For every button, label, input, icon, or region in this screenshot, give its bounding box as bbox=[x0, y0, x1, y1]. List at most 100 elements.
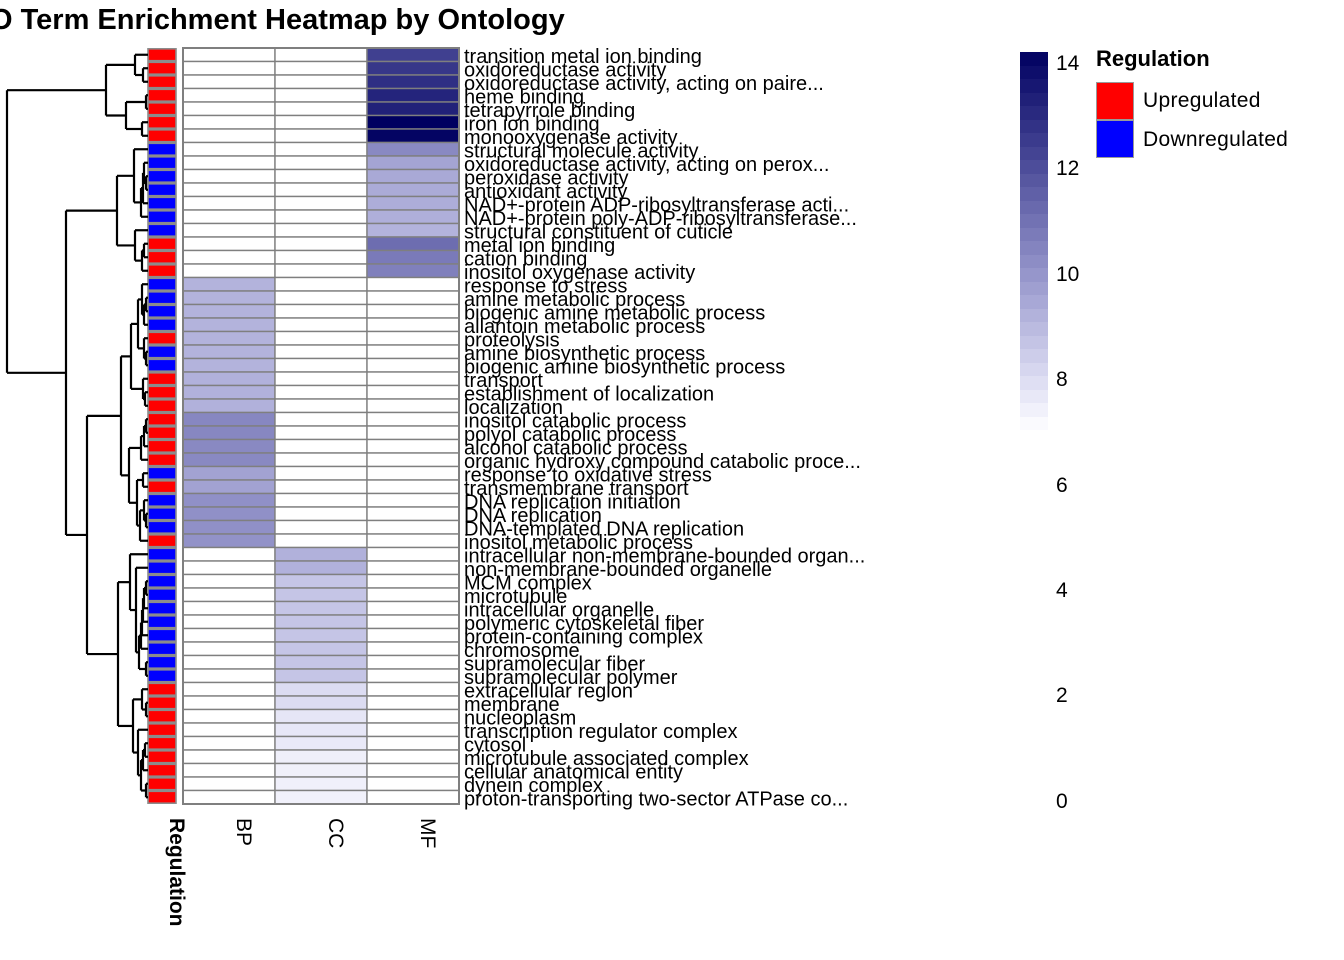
regulation-cell bbox=[147, 425, 177, 440]
regulation-cell bbox=[147, 520, 177, 534]
heatmap-cell bbox=[182, 519, 276, 535]
heatmap-cell bbox=[274, 290, 368, 306]
column-label-bp: BP bbox=[232, 818, 255, 846]
heatmap-cell bbox=[182, 87, 276, 103]
heatmap-cell bbox=[182, 47, 276, 63]
colorbar-tick: 8 bbox=[1056, 368, 1068, 392]
heatmap-cell bbox=[182, 344, 276, 360]
colorbar-step bbox=[1020, 106, 1048, 120]
heatmap-cell bbox=[274, 263, 368, 279]
heatmap-cell bbox=[366, 749, 460, 765]
regulation-cell bbox=[147, 129, 177, 143]
heatmap-frame bbox=[182, 47, 460, 805]
colorbar-step bbox=[1020, 200, 1048, 214]
heatmap-cell bbox=[366, 762, 460, 778]
heatmap-cell bbox=[366, 641, 460, 657]
colorbar-step bbox=[1020, 268, 1048, 282]
row-label: response to stress bbox=[464, 275, 627, 297]
heatmap-cell bbox=[182, 236, 276, 252]
heatmap-cell bbox=[182, 762, 276, 778]
heatmap-cell bbox=[274, 722, 368, 738]
heatmap-cell bbox=[274, 573, 368, 589]
heatmap-cell bbox=[182, 101, 276, 117]
regulation-cell bbox=[147, 169, 177, 184]
heatmap-cell bbox=[366, 155, 460, 171]
colorbar-tick: 4 bbox=[1056, 579, 1068, 602]
heatmap-cell bbox=[366, 209, 460, 225]
heatmap-cell bbox=[182, 195, 276, 211]
heatmap-cell bbox=[274, 330, 368, 346]
regulation-legend: Regulation Upregulated Downregulated bbox=[1096, 46, 1288, 159]
row-label: MCM complex bbox=[464, 572, 592, 594]
heatmap-cell bbox=[182, 290, 276, 306]
heatmap-cell bbox=[274, 155, 368, 171]
row-label: biogenic amine biosynthetic process bbox=[464, 356, 785, 378]
row-label: supramolecular fiber bbox=[464, 653, 646, 675]
row-label: NAD+-protein poly-ADP-ribosyltransferase… bbox=[464, 208, 857, 230]
regulation-cell bbox=[147, 628, 177, 642]
colorbar-step bbox=[1020, 160, 1048, 174]
colorbar-step bbox=[1020, 281, 1048, 295]
heatmap-cell bbox=[274, 668, 368, 684]
heatmap-cell bbox=[182, 398, 276, 414]
heatmap-cell bbox=[182, 614, 276, 630]
colorbar-step bbox=[1020, 349, 1048, 363]
heatmap-cell bbox=[366, 317, 460, 333]
heatmap-cell bbox=[182, 141, 276, 157]
row-label: amine metabolic process bbox=[464, 289, 685, 311]
heatmap-cell bbox=[274, 114, 368, 130]
heatmap-cell bbox=[366, 60, 460, 76]
colorbar-step bbox=[1020, 322, 1048, 336]
heatmap-cell bbox=[366, 276, 460, 292]
row-label: intracellular non-membrane-bounded organ… bbox=[464, 545, 865, 567]
regulation-cell bbox=[147, 398, 177, 413]
heatmap-cell bbox=[182, 317, 276, 333]
heatmap-cell bbox=[366, 776, 460, 792]
row-label: intracellular organelle bbox=[464, 599, 654, 621]
heatmap-cell bbox=[366, 668, 460, 684]
heatmap-cell bbox=[366, 303, 460, 319]
heatmap-cell bbox=[366, 47, 460, 63]
regulation-cell bbox=[147, 547, 177, 561]
colorbar-step bbox=[1020, 227, 1048, 241]
regulation-cell bbox=[147, 668, 177, 683]
heatmap-cell bbox=[366, 182, 460, 198]
regulation-cell bbox=[147, 790, 177, 804]
heatmap-cell bbox=[366, 627, 460, 643]
heatmap-cell bbox=[182, 722, 276, 738]
heatmap-cell bbox=[182, 776, 276, 792]
row-label: tetrapyrrole binding bbox=[464, 100, 635, 122]
heatmap-cell bbox=[274, 236, 368, 252]
row-label: peroxidase activity bbox=[464, 167, 629, 189]
colorbar bbox=[1020, 52, 1048, 430]
heatmap-cell bbox=[182, 627, 276, 643]
colorbar-step bbox=[1020, 389, 1048, 403]
heatmap-cell bbox=[182, 641, 276, 657]
colorbar-tick: 10 bbox=[1056, 262, 1080, 286]
heatmap-cell bbox=[366, 546, 460, 562]
heatmap-cell bbox=[182, 182, 276, 198]
heatmap-cell bbox=[182, 330, 276, 346]
heatmap-cell bbox=[274, 600, 368, 616]
heatmap-cell bbox=[182, 573, 276, 589]
colorbar-step bbox=[1020, 254, 1048, 268]
heatmap-cell bbox=[366, 236, 460, 252]
regulation-cell bbox=[147, 210, 177, 224]
heatmap-cell bbox=[274, 141, 368, 157]
regulation-cell bbox=[147, 47, 177, 62]
heatmap-cell bbox=[182, 168, 276, 184]
heatmap-cell bbox=[274, 74, 368, 90]
heatmap-cell bbox=[366, 600, 460, 616]
row-label: oxidoreductase activity bbox=[464, 59, 666, 81]
colorbar-step bbox=[1020, 403, 1048, 417]
regulation-cell bbox=[147, 533, 177, 548]
regulation-cell bbox=[147, 682, 177, 696]
colorbar-tick: 6 bbox=[1056, 473, 1068, 497]
heatmap-cell bbox=[366, 573, 460, 589]
heatmap-cell bbox=[182, 506, 276, 522]
regulation-cell bbox=[147, 736, 177, 750]
row-label: polyol catabolic process bbox=[464, 424, 676, 446]
row-label: protein-containing complex bbox=[464, 626, 703, 648]
regulation-cell bbox=[147, 560, 177, 575]
heatmap-cell bbox=[182, 587, 276, 603]
